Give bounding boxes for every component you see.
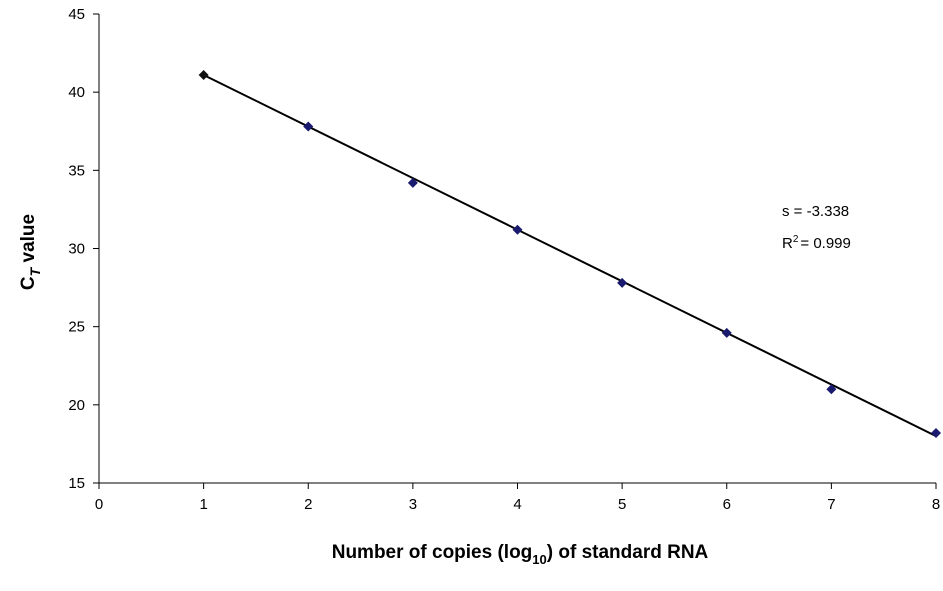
y-tick-label: 40	[68, 84, 85, 101]
data-point	[303, 121, 314, 132]
x-axis-title-main: Number of copies (log	[332, 542, 533, 563]
y-axis-title-tail: value	[18, 214, 39, 268]
y-tick-label: 15	[68, 475, 85, 492]
x-tick-label: 2	[304, 496, 312, 513]
x-tick-label: 6	[723, 496, 731, 513]
x-tick-label: 1	[199, 496, 207, 513]
data-points	[198, 69, 941, 438]
data-point	[617, 277, 628, 288]
r-squared-annotation: R2 = 0.999	[782, 234, 851, 252]
x-axis-title: Number of copies (log10) of standard RNA	[332, 542, 709, 567]
r-squared-superscript: 2	[793, 234, 799, 245]
data-point	[931, 427, 941, 438]
data-point	[721, 327, 732, 338]
y-tick-label: 35	[68, 162, 85, 179]
x-axis-title-tail: ) of standard RNA	[547, 542, 709, 563]
y-tick-label: 20	[68, 397, 85, 414]
r-squared-label: R	[782, 235, 793, 252]
slope-annotation: s = -3.338	[782, 203, 849, 220]
y-axis-ticks: 15 20 25 30 35 40 45	[68, 6, 99, 492]
data-point	[512, 224, 523, 235]
x-tick-label: 5	[618, 496, 626, 513]
data-point	[198, 69, 209, 80]
data-point	[826, 384, 837, 395]
x-axis-title-subscript: 10	[532, 552, 546, 567]
linear-trendline	[203, 74, 937, 437]
r-squared-value: = 0.999	[800, 235, 850, 252]
y-axis-title-main: C	[18, 276, 39, 290]
y-axis-title: CT value	[18, 214, 43, 290]
x-tick-label: 3	[409, 496, 417, 513]
x-tick-label: 0	[95, 496, 103, 513]
x-tick-label: 7	[827, 496, 835, 513]
y-tick-label: 45	[68, 6, 85, 23]
y-axis-title-subscript: T	[27, 266, 43, 276]
x-tick-label: 4	[513, 496, 521, 513]
data-point	[407, 177, 418, 188]
y-tick-label: 25	[68, 319, 85, 336]
y-tick-label: 30	[68, 241, 85, 258]
x-axis-ticks: 0 1 2 3 4 5 6 7 8	[95, 483, 940, 513]
x-tick-label: 8	[932, 496, 940, 513]
